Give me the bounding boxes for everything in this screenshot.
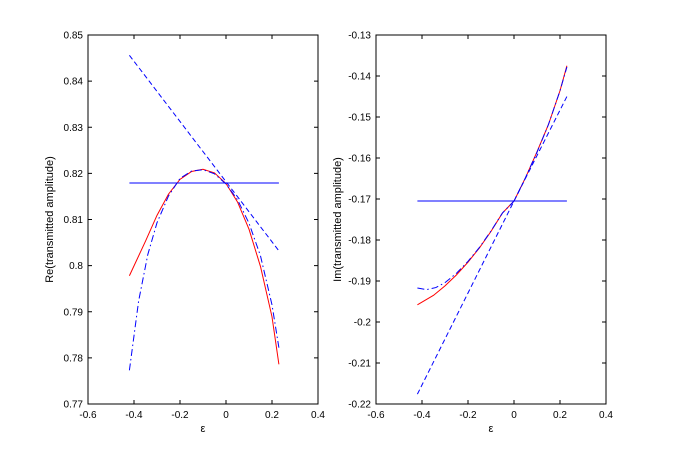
x-axis-label: ε — [489, 423, 494, 435]
y-tick-label: 0.81 — [64, 215, 84, 226]
y-tick-label: 0.85 — [64, 31, 84, 42]
x-tick-label: 0.4 — [311, 410, 325, 421]
axes-frame — [375, 34, 607, 405]
y-tick-label: 0.77 — [64, 400, 84, 411]
y-tick-label: -0.13 — [348, 31, 371, 42]
series-line-0 — [128, 168, 280, 365]
y-tick-label: 0.8 — [69, 261, 83, 272]
y-tick-label: -0.21 — [348, 359, 371, 370]
y-tick-label: -0.19 — [348, 277, 371, 288]
x-tick-label: 0.2 — [265, 410, 279, 421]
x-axis-label: ε — [201, 423, 206, 435]
x-tick-label: -0.4 — [125, 410, 143, 421]
x-tick-label: 0 — [223, 410, 229, 421]
x-tick-label: -0.2 — [459, 410, 477, 421]
x-tick-label: -0.6 — [367, 410, 385, 421]
series-line-0 — [417, 65, 568, 306]
axes-frame — [87, 34, 319, 405]
series-line-1 — [128, 169, 280, 371]
y-tick-label: -0.17 — [348, 195, 371, 206]
x-tick-label: -0.2 — [171, 410, 189, 421]
y-tick-label: -0.16 — [348, 154, 371, 165]
y-tick-label: 0.78 — [64, 353, 84, 364]
x-tick-label: 0 — [511, 410, 517, 421]
y-tick-label: 0.82 — [64, 169, 84, 180]
y-tick-label: -0.14 — [348, 72, 371, 83]
series-line-1 — [417, 66, 568, 291]
y-tick-label: 0.83 — [64, 123, 84, 134]
y-axis-label: Re(transmitted amplitude) — [44, 156, 56, 283]
right-chart-im: -0.6 -0.4 -0.2 0 0.2 0.4 -0.22 -0.21 -0.2 -0.19 -0… — [332, 31, 613, 436]
y-tick-label: -0.2 — [354, 318, 372, 329]
y-tick-label: -0.15 — [348, 113, 371, 124]
x-tick-label: -0.4 — [413, 410, 431, 421]
y-tick-label: 0.79 — [64, 307, 84, 318]
x-tick-label: 0.4 — [599, 410, 613, 421]
y-tick-label: -0.22 — [348, 400, 371, 411]
y-tick-label: 0.84 — [64, 77, 84, 88]
x-tick-label: -0.6 — [79, 410, 97, 421]
y-axis-label: Im(transmitted amplitude) — [332, 157, 344, 282]
series-line-2 — [416, 96, 568, 395]
left-chart-re: -0.6 -0.4 -0.2 0 0.2 0.4 0.77 0.78 0.79 0.8 0.81 0.… — [44, 31, 325, 436]
y-tick-label: -0.18 — [348, 236, 371, 247]
x-tick-label: 0.2 — [553, 410, 567, 421]
series-line-2 — [129, 54, 280, 252]
